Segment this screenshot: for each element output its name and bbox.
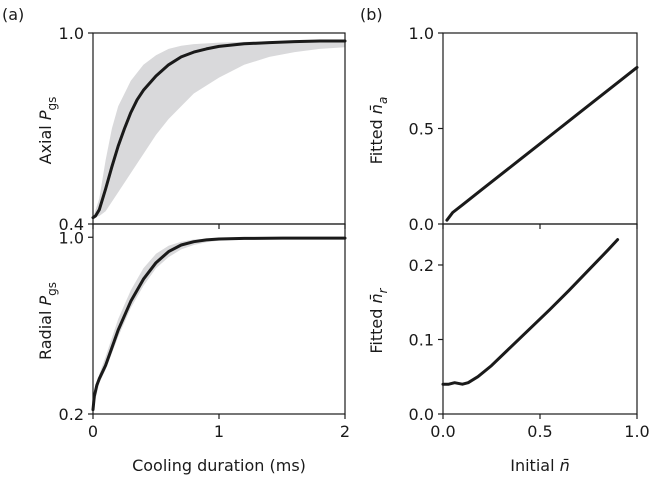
axial-pgs-ytick-label: 0.4 [59,215,84,234]
fitted-na-curve [445,65,639,222]
radial-pgs-curve [91,236,347,412]
axial-pgs-ylabel-variable: P [36,110,55,120]
fitted-na-ytick-label: 0.5 [409,120,434,139]
axial-pgs-uncertainty-band [93,40,345,218]
radial-pgs-ylabel: Radial Pgs [36,282,59,360]
fitted-nr-xtick-label: 1.0 [624,422,649,441]
fitted-nr-ylabel-text: Fitted [367,303,386,353]
axial-pgs-ylabel-subscript: gs [45,97,59,111]
radial-pgs-uncertainty-band [93,237,345,410]
radial-pgs-axes-frame [92,223,346,415]
radial-pgs-xtick-label: 1 [214,422,224,441]
axial-pgs-panel: 0.4 1.0 Axial Pgs [36,24,347,234]
fitted-nr-ytick-label: 0.2 [409,256,434,275]
fitted-nr-ytick-label: 0.0 [409,405,434,424]
fitted-nr-ytick-label: 0.1 [409,330,434,349]
radial-pgs-xtick-label: 0 [88,422,98,441]
fitted-na-ytick-label: 0.0 [409,215,434,234]
radial-pgs-ylabel-variable: P [36,296,55,306]
fitted-na-ylabel: Fitted n̄a [367,97,390,165]
fitted-na-panel: 0.0 0.5 1.0 Fitted n̄a [367,24,639,234]
fitted-nr-xlabel: Initial n̄ [510,456,570,475]
fitted-na-ylabel-text: Fitted [367,114,386,164]
panel-label-b: (b) [360,5,383,24]
radial-pgs-xtick-label: 2 [340,422,350,441]
axial-pgs-ylabel-text: Axial [36,120,55,164]
axial-pgs-ylabel: Axial Pgs [36,97,59,165]
radial-pgs-panel: 0 1 2 0.2 1.0 Radial Pgs Cooling duration (ms) [36,223,350,475]
axial-pgs-ytick-label: 1.0 [59,24,84,43]
panel-label-a: (a) [2,5,24,24]
axial-pgs-curve [91,39,347,220]
fitted-nr-curve [441,238,620,386]
radial-pgs-ylabel-text: Radial [36,306,55,361]
radial-pgs-ytick-label: 1.0 [59,228,84,247]
fitted-nr-xtick-label: 0.5 [527,422,552,441]
fitted-na-ytick-label: 1.0 [409,24,434,43]
fitted-nr-xtick-label: 0.0 [430,422,455,441]
fitted-nr-ylabel: Fitted n̄r [367,287,390,353]
fitted-nr-xlabel-text: Initial [510,456,559,475]
radial-pgs-ylabel-subscript: gs [45,282,59,296]
fitted-na-ylabel-variable: n̄ [367,104,386,114]
radial-pgs-xlabel: Cooling duration (ms) [132,456,306,475]
radial-pgs-xlabel-text: Cooling duration (ms) [132,456,306,475]
fitted-nr-ylabel-subscript: r [376,287,390,293]
fitted-na-ylabel-subscript: a [376,97,390,104]
radial-pgs-ytick-label: 0.2 [59,405,84,424]
fitted-nr-ylabel-variable: n̄ [367,293,386,303]
fitted-nr-xlabel-variable: n̄ [560,456,570,475]
